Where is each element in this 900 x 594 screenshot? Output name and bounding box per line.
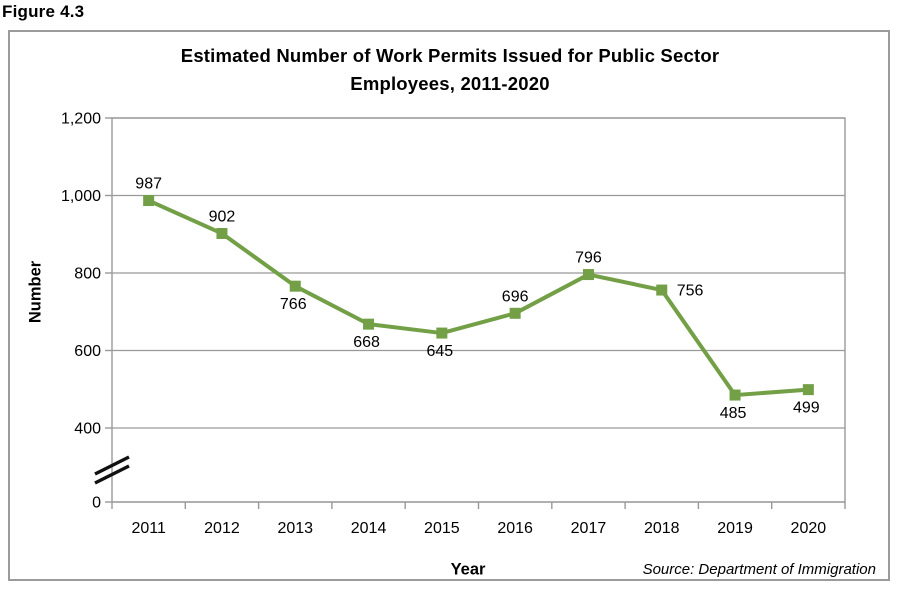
data-point-label: 645 <box>426 343 453 360</box>
y-tick-label: 400 <box>74 421 101 438</box>
y-tick-label: 0 <box>92 495 101 512</box>
source-note: Source: Department of Immigration <box>642 561 876 578</box>
x-tick-label: 2016 <box>497 520 533 537</box>
data-point-label: 766 <box>280 296 307 313</box>
data-point-label: 696 <box>502 288 529 305</box>
data-point-marker <box>656 284 668 296</box>
x-tick-label: 2013 <box>277 520 313 537</box>
y-axis-title: Number <box>26 260 45 324</box>
data-point-marker <box>143 195 155 207</box>
data-line <box>146 198 811 398</box>
x-tick-label: 2015 <box>424 520 460 537</box>
x-tick-label: 2014 <box>351 520 387 537</box>
chart-title: Estimated Number of Work Permits Issued … <box>181 42 719 98</box>
data-point-label: 987 <box>135 176 162 193</box>
y-tick-label: 1,000 <box>61 188 101 205</box>
y-tick-label: 1,200 <box>61 111 101 128</box>
x-tick-label: 2011 <box>131 520 166 537</box>
data-point-marker <box>729 389 741 401</box>
data-point-label: 668 <box>353 334 380 351</box>
x-tick-label: 2017 <box>571 520 607 537</box>
data-point-marker <box>582 269 594 281</box>
axis-break-icon <box>94 464 130 485</box>
data-point-marker <box>216 227 228 239</box>
x-axis-title: Year <box>450 560 486 579</box>
chart-frame <box>8 30 890 581</box>
x-tick-label: 2019 <box>717 520 753 537</box>
y-tick-label: 600 <box>74 343 101 360</box>
data-point-marker <box>289 280 301 292</box>
x-tick-label: 2018 <box>644 520 680 537</box>
plot-border <box>111 117 846 503</box>
data-point-marker <box>436 327 448 339</box>
data-point-label: 796 <box>575 250 602 267</box>
figure-label: Figure 4.3 <box>2 2 85 21</box>
data-point-label: 485 <box>720 405 747 422</box>
axis-break-icon <box>94 455 130 476</box>
data-point-marker <box>509 307 521 319</box>
chart-title-line1: Estimated Number of Work Permits Issued … <box>180 45 720 66</box>
data-point-label: 499 <box>793 400 820 417</box>
x-tick-label: 2012 <box>204 520 240 537</box>
data-point-marker <box>363 318 375 330</box>
data-point-label: 756 <box>677 283 704 300</box>
y-tick-label: 800 <box>74 266 101 283</box>
chart-title-line2: Employees, 2011-2020 <box>350 73 550 94</box>
data-point-marker <box>802 384 814 396</box>
data-point-label: 902 <box>209 208 236 225</box>
x-tick-label: 2020 <box>791 520 827 537</box>
